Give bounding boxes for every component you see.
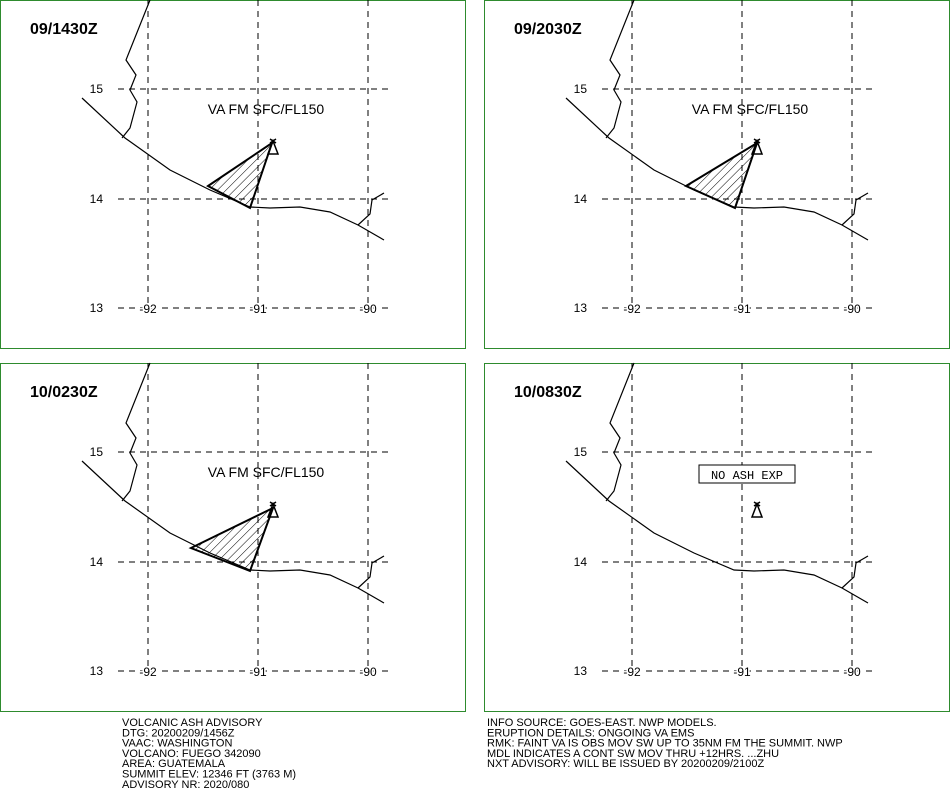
- longitude-label: -92: [139, 302, 157, 316]
- valid-time: 09/2030Z: [514, 21, 582, 38]
- longitude-label: -90: [359, 665, 377, 679]
- latitude-label: 14: [90, 555, 104, 569]
- longitude-label: -90: [843, 302, 861, 316]
- latitude-label: 14: [90, 192, 104, 206]
- latitude-label: 13: [574, 301, 588, 315]
- coastline: [565, 460, 869, 604]
- border: [121, 0, 151, 139]
- map-panel: 15 14 13 -92 -91 -90 09/2030Z VA FM SFC/FL150: [484, 0, 950, 349]
- longitude-label: -91: [733, 665, 751, 679]
- longitude-label: -91: [733, 302, 751, 316]
- ash-area: [188, 506, 275, 573]
- label-box: [698, 464, 796, 484]
- advisory-line: AREA: GUATEMALA: [122, 758, 226, 770]
- volcano: [750, 138, 764, 155]
- advisory-line: MDL INDICATES A CONT SW MOV THRU +12HRS.…: [487, 748, 779, 760]
- latitude-label: 15: [90, 445, 104, 459]
- border: [841, 555, 869, 589]
- advisory-line: SUMMIT ELEV: 12346 FT (3763 M): [122, 769, 296, 781]
- ash-label: NO ASH EXP: [711, 469, 783, 483]
- latitude-label: 13: [574, 664, 588, 678]
- coastline: [81, 460, 385, 604]
- latitude-label: 15: [574, 445, 588, 459]
- advisory-line: VAAC: WASHINGTON: [122, 738, 232, 750]
- longitude-label: -92: [623, 302, 641, 316]
- advisory-line: NXT ADVISORY: WILL BE ISSUED BY 20200209…: [487, 758, 764, 770]
- latitude-label: 14: [574, 555, 588, 569]
- latitude-label: 15: [90, 82, 104, 96]
- coastline: [81, 97, 385, 241]
- latitude-label: 14: [574, 192, 588, 206]
- latitude-label: 13: [90, 301, 104, 315]
- longitude-label: -91: [249, 302, 267, 316]
- valid-time: 10/0830Z: [514, 384, 582, 401]
- ash-label: VA FM SFC/FL150: [208, 101, 325, 117]
- map-panel: 15 14 13 -92 -91 -90 10/0830Z NO ASH EXP: [484, 362, 950, 712]
- volcano: [266, 138, 280, 155]
- valid-time: 10/0230Z: [30, 384, 98, 401]
- advisory-line: VOLCANIC ASH ADVISORY: [122, 717, 263, 729]
- advisory-line: ADVISORY NR: 2020/080: [122, 779, 249, 791]
- latitude-label: 13: [90, 664, 104, 678]
- border: [357, 555, 385, 589]
- advisory-line: ERUPTION DETAILS: ONGOING VA EMS: [487, 727, 694, 739]
- border: [121, 362, 151, 502]
- ash-label: VA FM SFC/FL150: [208, 464, 325, 480]
- longitude-label: -91: [249, 665, 267, 679]
- longitude-label: -92: [139, 665, 157, 679]
- border: [605, 0, 635, 139]
- coastline: [565, 97, 869, 241]
- advisory-line: INFO SOURCE: GOES-EAST. NWP MODELS.: [487, 717, 717, 729]
- advisory-line: VOLCANO: FUEGO 342090: [122, 748, 261, 760]
- volcano: [266, 501, 280, 518]
- advisory-line: DTG: 20200209/1456Z: [122, 727, 235, 739]
- map-panel: 15 14 13 -92 -91 -90 10/0230Z VA FM SFC/FL150: [0, 362, 466, 712]
- longitude-label: -90: [359, 302, 377, 316]
- ash-area: [683, 140, 759, 210]
- advisory-line: RMK: FAINT VA IS OBS MOV SW UP TO 35NM F…: [487, 738, 843, 750]
- border: [357, 192, 385, 226]
- longitude-label: -90: [843, 665, 861, 679]
- latitude-label: 15: [574, 82, 588, 96]
- longitude-label: -92: [623, 665, 641, 679]
- panel-border: [0, 0, 466, 349]
- border: [605, 362, 635, 502]
- panel-border: [0, 363, 466, 712]
- ash-label: VA FM SFC/FL150: [692, 101, 809, 117]
- valid-time: 09/1430Z: [30, 21, 98, 38]
- ash-area: [206, 140, 274, 210]
- border: [841, 192, 869, 226]
- map-panel: 15 14 13 -92 -91 -90 09/1430Z VA FM SFC/FL150: [0, 0, 466, 349]
- volcano: [750, 501, 764, 518]
